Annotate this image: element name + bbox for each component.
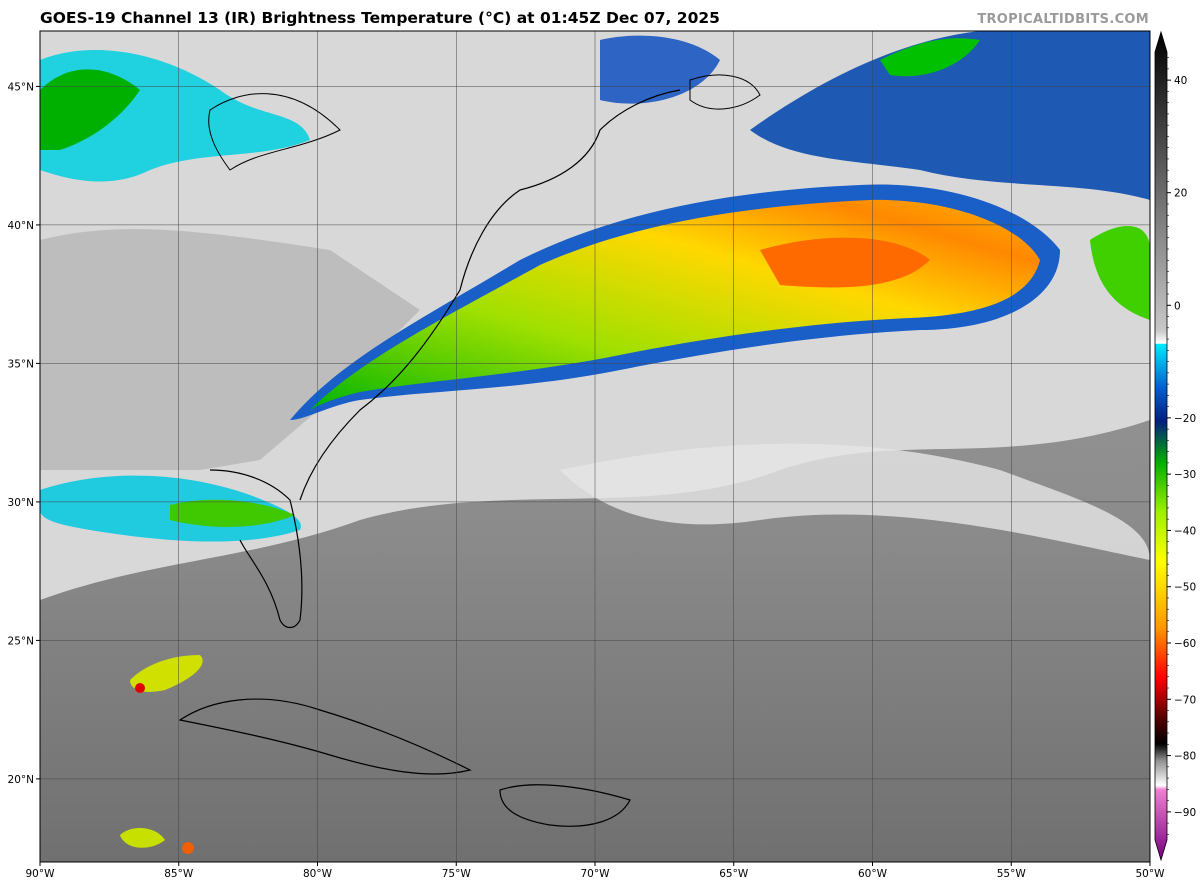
convective-core-orange bbox=[182, 842, 194, 854]
gulf-cloud-core bbox=[170, 499, 295, 527]
lon-tick-label: 90°W bbox=[26, 868, 56, 880]
land-gray-region bbox=[40, 229, 420, 470]
colorbar-body bbox=[1154, 30, 1168, 862]
map-plot-area bbox=[40, 31, 1150, 862]
lon-tick-label: 65°W bbox=[719, 868, 749, 880]
colorbar-tick-label: 0 bbox=[1174, 300, 1181, 312]
nova-scotia-outline bbox=[689, 74, 761, 110]
colorbar: 40 20 0 −20 −30 −40 −50 −60 −70 −80 −90 bbox=[1154, 30, 1196, 862]
cuba-coastline bbox=[178, 698, 472, 775]
lat-tick-label: 35°N bbox=[8, 358, 34, 370]
colorbar-tick-label: −70 bbox=[1174, 694, 1196, 706]
great-lakes-cloud-core bbox=[40, 69, 140, 150]
colorbar-tick-label: −60 bbox=[1174, 638, 1196, 650]
colorbar-tick-label: −30 bbox=[1174, 469, 1196, 481]
colorbar-tick-label: 40 bbox=[1174, 75, 1187, 87]
lon-tick-label: 70°W bbox=[581, 868, 611, 880]
hispaniola-coastline bbox=[499, 784, 631, 827]
convective-cell-yucatan bbox=[120, 828, 165, 848]
lat-tick-label: 40°N bbox=[8, 220, 34, 232]
great-lakes-outline bbox=[208, 93, 341, 171]
lat-tick-label: 25°N bbox=[8, 635, 34, 647]
axis-ticks: 90°W 85°W 80°W 75°W 70°W 65°W 60°W 55°W 50°W 45°N… bbox=[8, 81, 1166, 880]
east-atlantic-cloud bbox=[1090, 226, 1150, 320]
colorbar-tick-label: −20 bbox=[1174, 413, 1196, 425]
frontal-cloud-core bbox=[760, 237, 930, 288]
lon-tick-label: 85°W bbox=[164, 868, 194, 880]
lat-tick-label: 20°N bbox=[8, 774, 34, 786]
lat-tick-label: 30°N bbox=[8, 497, 34, 509]
map-title: GOES-19 Channel 13 (IR) Brightness Tempe… bbox=[40, 9, 720, 27]
site-credit: TROPICALTIDBITS.COM bbox=[977, 12, 1149, 27]
us-east-coastline bbox=[209, 89, 681, 629]
colorbar-tick-label: −50 bbox=[1174, 582, 1196, 594]
lon-tick-label: 60°W bbox=[858, 868, 888, 880]
colorbar-tick-label: 20 bbox=[1174, 188, 1187, 200]
atlantic-north-cloud bbox=[750, 31, 1150, 200]
colorbar-ticks: 40 20 0 −20 −30 −40 −50 −60 −70 −80 −90 bbox=[1167, 57, 1196, 835]
colorbar-tick-label: −80 bbox=[1174, 751, 1196, 763]
lon-tick-label: 80°W bbox=[303, 868, 333, 880]
lon-tick-label: 75°W bbox=[442, 868, 472, 880]
gridlines bbox=[40, 31, 1150, 862]
atlantic-north-cloud-core bbox=[880, 38, 980, 77]
convective-core-red bbox=[135, 683, 145, 693]
lat-tick-label: 45°N bbox=[8, 81, 34, 93]
lon-tick-label: 55°W bbox=[997, 868, 1027, 880]
colorbar-tick-label: −90 bbox=[1174, 807, 1196, 819]
lon-tick-label: 50°W bbox=[1136, 868, 1166, 880]
convective-cell-cuba bbox=[130, 655, 203, 692]
colorbar-tick-label: −40 bbox=[1174, 525, 1196, 537]
